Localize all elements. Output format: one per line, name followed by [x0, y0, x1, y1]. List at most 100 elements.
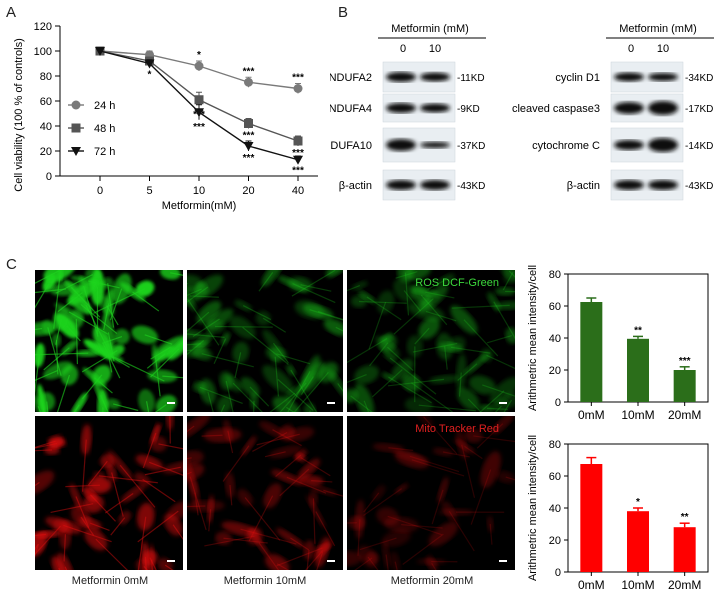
cell-process	[347, 337, 388, 364]
cell-process	[111, 472, 124, 517]
cell	[43, 270, 77, 282]
cell	[221, 332, 231, 346]
cell-process	[317, 310, 343, 321]
y-axis-label: Cell viability (100 % of controls)	[13, 38, 25, 191]
cell-process	[423, 416, 458, 455]
cell-process	[457, 363, 478, 381]
cell-process	[262, 317, 286, 333]
cell-process	[142, 478, 176, 503]
cell	[393, 278, 415, 303]
cell	[464, 429, 483, 443]
cell-process	[154, 357, 161, 397]
cell	[272, 396, 301, 412]
cell	[192, 274, 224, 300]
cell-process	[249, 386, 270, 407]
cell-process	[448, 511, 475, 552]
cell-process	[47, 327, 62, 376]
y-axis-label: Arithmetric mean intensity/cell	[527, 265, 539, 411]
protein-label: NDUFA4	[330, 103, 372, 115]
legend-label: 72 h	[94, 146, 115, 158]
x-tick-label: 20mM	[668, 578, 701, 592]
cell-process	[244, 497, 281, 541]
kd-label: -34KD	[685, 73, 713, 84]
cell	[234, 300, 252, 312]
cell-process	[402, 533, 444, 565]
micrograph-mito-0mm	[35, 416, 183, 570]
cell	[407, 302, 445, 321]
legend-label: 48 h	[94, 123, 115, 135]
data-point	[244, 77, 253, 87]
x-axis-label: Metformin(mM)	[162, 200, 237, 212]
cell-process	[489, 523, 493, 545]
significance-label: **	[634, 325, 642, 336]
cell	[207, 494, 214, 524]
cell-process	[75, 318, 79, 365]
cell	[309, 485, 338, 496]
cell-process	[162, 375, 183, 379]
y-tick-label: 40	[40, 121, 52, 133]
cell-process	[401, 524, 443, 529]
cell	[224, 374, 242, 392]
cell	[303, 403, 316, 412]
cell	[60, 364, 79, 386]
cell-process	[252, 431, 288, 452]
x-tick-label: 20	[242, 185, 254, 197]
cell	[151, 343, 160, 371]
cell-process	[90, 522, 110, 532]
cell-process	[494, 405, 502, 412]
cell-process	[363, 488, 402, 516]
y-tick-label: 60	[40, 96, 52, 108]
significance-label: ***	[243, 153, 255, 164]
cell	[187, 450, 204, 466]
cell	[383, 516, 419, 533]
cell	[35, 530, 48, 559]
cell	[187, 286, 197, 312]
mito-tracker-red-label: Mito Tracker Red	[415, 423, 499, 435]
cell	[468, 375, 496, 395]
cell-process	[411, 382, 453, 412]
protein-label: β-actin	[339, 180, 372, 192]
cell	[135, 454, 163, 470]
kd-label: -43KD	[457, 181, 485, 192]
cell	[196, 300, 222, 324]
caption-20mm: Metformin 20mM	[390, 575, 474, 587]
y-tick-label: 120	[34, 21, 52, 33]
cell-process	[104, 492, 134, 514]
cell	[402, 373, 421, 392]
cell-process	[56, 374, 71, 412]
cell	[347, 551, 363, 567]
cell	[246, 527, 263, 545]
cell-process	[35, 481, 40, 487]
cell	[137, 502, 155, 531]
lane-label: 0	[400, 43, 406, 55]
blot-band	[420, 142, 450, 148]
data-point	[144, 59, 155, 69]
blot-band	[648, 73, 678, 81]
x-tick-label: 40	[292, 185, 304, 197]
cell	[277, 275, 308, 292]
cell	[395, 483, 409, 494]
cell-process	[164, 564, 174, 570]
cell	[381, 333, 393, 344]
micrograph-mito-20mm: Mito Tracker Red	[347, 416, 515, 570]
cell	[428, 521, 459, 547]
y-tick-label: 0	[555, 397, 561, 409]
cell-process	[213, 338, 227, 365]
cell	[216, 395, 233, 412]
cell-process	[431, 563, 437, 570]
cell	[142, 541, 149, 570]
blot-band	[614, 140, 644, 150]
cell	[496, 470, 515, 484]
blot-band	[420, 72, 450, 82]
cell	[159, 270, 181, 280]
blot-band	[386, 139, 416, 151]
y-tick-label: 0	[555, 567, 561, 579]
cell	[69, 483, 83, 510]
cell-process	[35, 327, 43, 331]
cell	[162, 460, 183, 474]
cell	[237, 489, 253, 506]
cell	[191, 347, 213, 361]
cell-process	[403, 290, 422, 312]
cell	[101, 277, 114, 290]
cell	[88, 477, 112, 494]
